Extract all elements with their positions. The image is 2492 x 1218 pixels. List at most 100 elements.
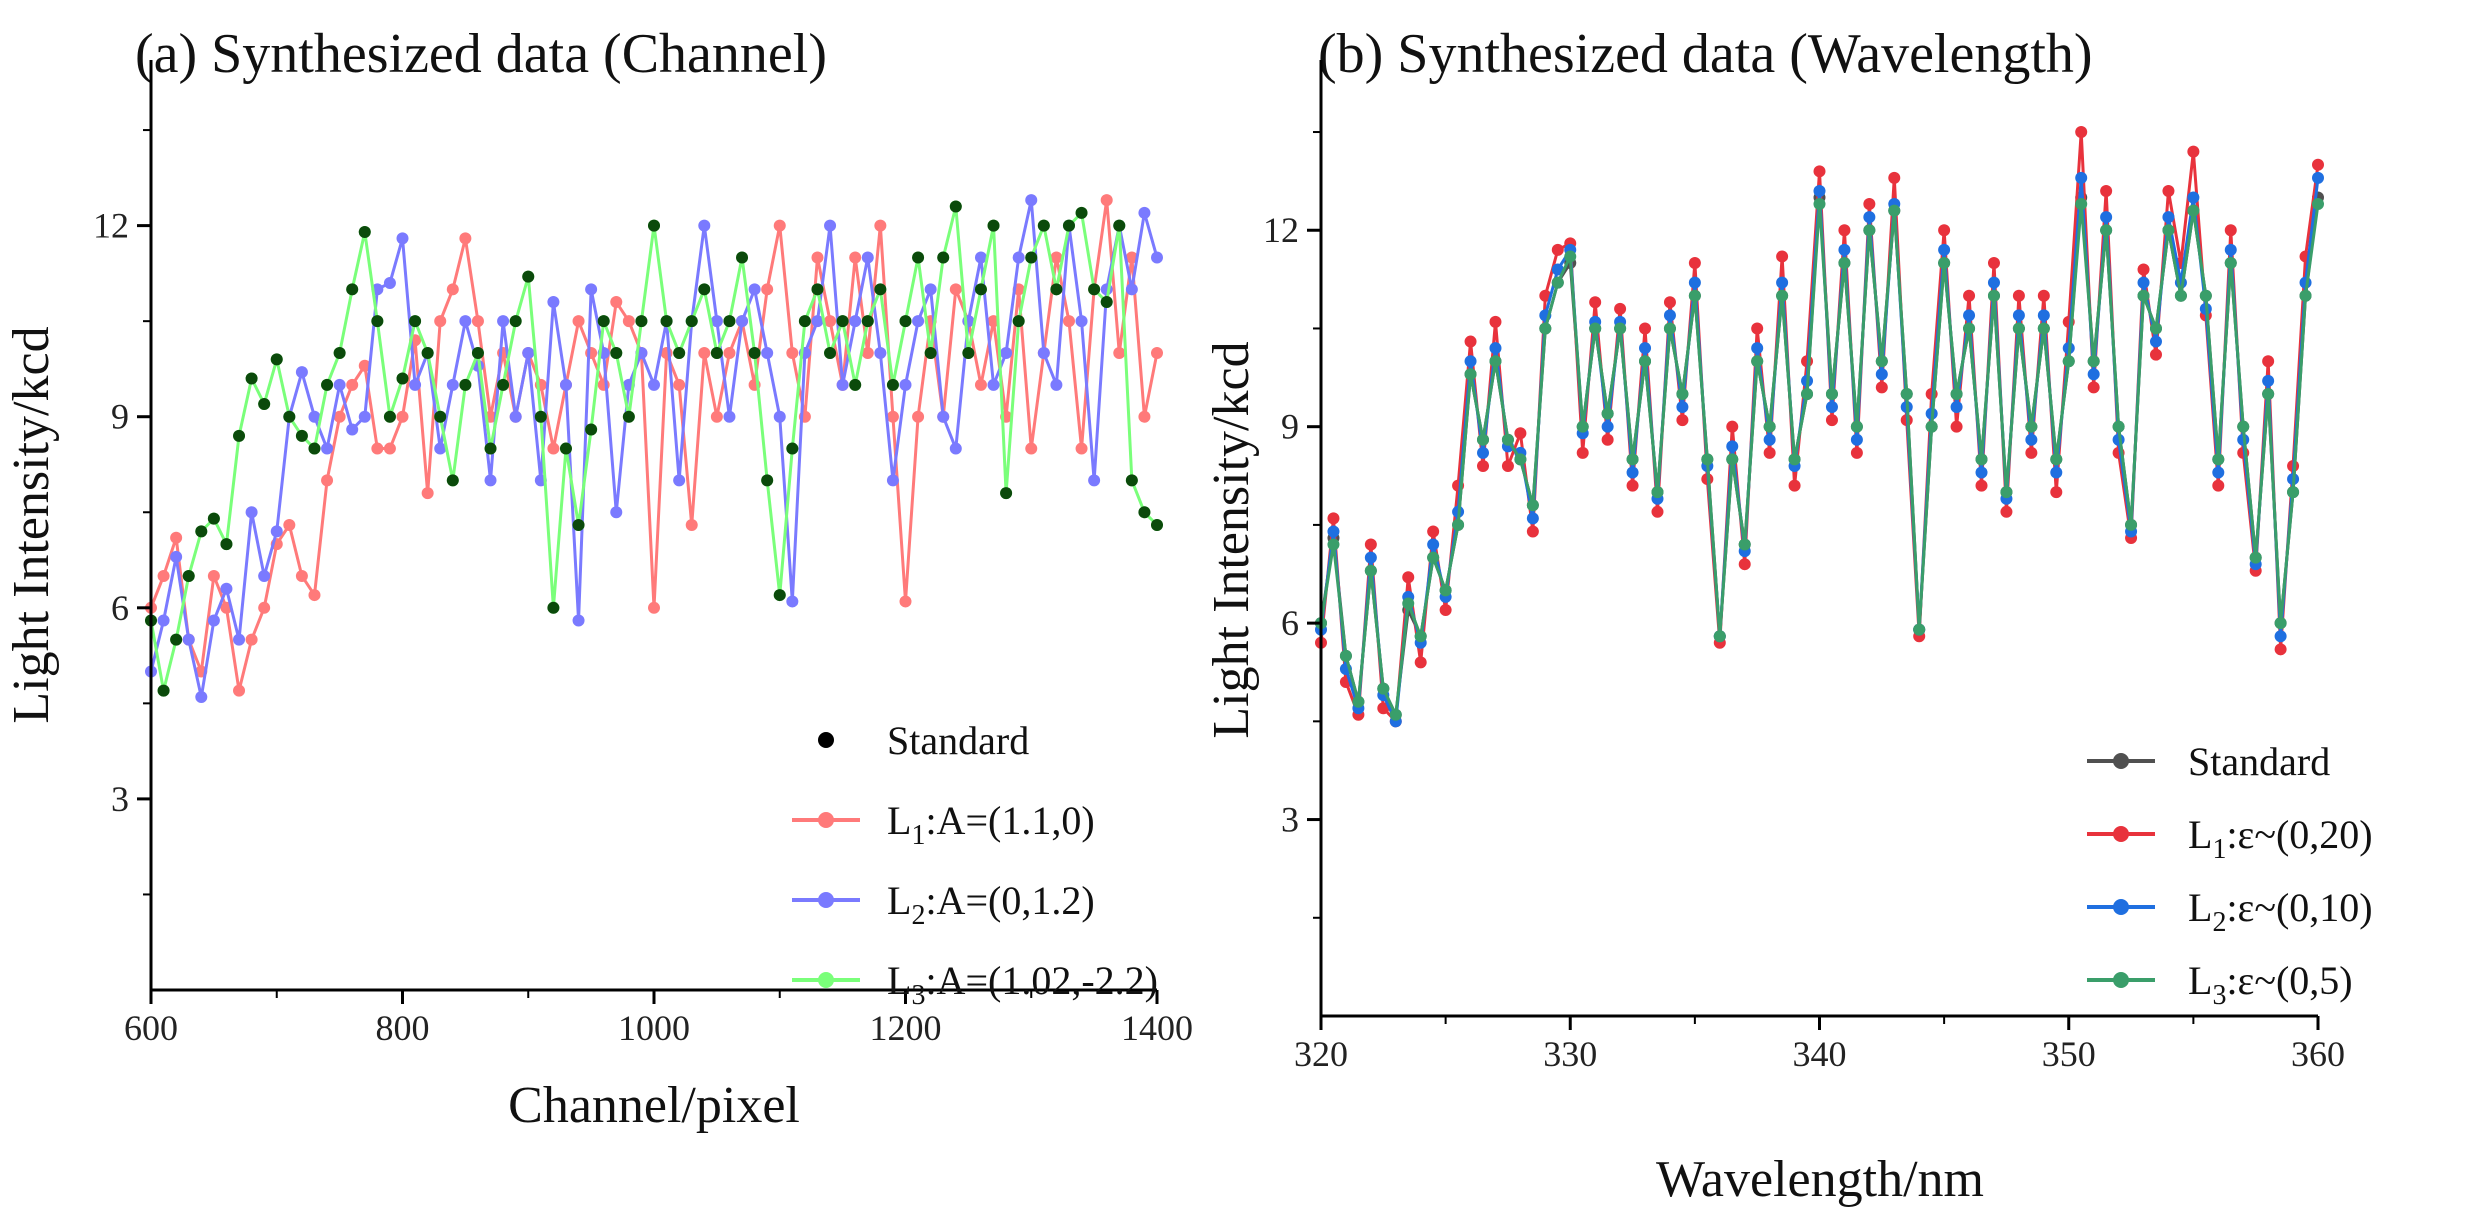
data-point	[2199, 289, 2212, 302]
data-point	[1489, 315, 1502, 328]
data-point	[1639, 342, 1652, 355]
data-point	[333, 410, 346, 423]
data-point	[1888, 171, 1901, 184]
y-tick-label: 9	[111, 397, 129, 437]
y-tick-label: 9	[1281, 407, 1299, 447]
data-point	[1589, 296, 1602, 309]
data-point	[1477, 459, 1490, 472]
data-point	[1589, 322, 1602, 335]
data-point	[1088, 474, 1101, 487]
chart-panel-a: (a) Synthesized data (Channel) 600 800 1000…	[3, 23, 1193, 1134]
data-point	[2125, 518, 2138, 531]
data-point	[912, 315, 925, 328]
data-point	[195, 690, 208, 703]
x-tick-label: 330	[1543, 1034, 1597, 1074]
legend-marker-icon	[2113, 899, 2129, 915]
data-point	[1614, 322, 1627, 335]
legend-item: L3:A=(1.02,-2.2)	[792, 958, 1158, 1011]
data-point	[824, 219, 837, 232]
series-line	[1319, 202, 2320, 717]
data-point	[1414, 630, 1427, 643]
data-point	[736, 251, 749, 264]
data-point	[1950, 420, 1963, 433]
data-point	[207, 512, 220, 525]
x-tick-label: 1200	[870, 1008, 942, 1048]
data-point	[773, 589, 786, 602]
data-point	[1138, 506, 1151, 519]
legend-item: L2:ε~(0,10)	[2087, 885, 2373, 938]
data-point	[1050, 378, 1063, 391]
data-point	[861, 315, 874, 328]
data-point	[1875, 355, 1888, 368]
data-point	[2037, 289, 2050, 302]
x-tick-label: 1000	[618, 1008, 690, 1048]
data-point	[459, 232, 472, 245]
data-point	[2262, 387, 2275, 400]
data-point	[585, 347, 598, 360]
legend-label-rest: :ε~(0,5)	[2226, 958, 2352, 1003]
data-point	[1000, 347, 1013, 360]
data-point	[2212, 466, 2225, 479]
data-point	[1763, 433, 1776, 446]
data-point	[170, 550, 183, 563]
data-point	[2087, 355, 2100, 368]
data-point	[1012, 251, 1025, 264]
y-tick-label: 6	[111, 588, 129, 628]
data-point	[195, 525, 208, 538]
data-point	[1414, 656, 1427, 669]
data-point	[698, 219, 711, 232]
data-point	[2224, 224, 2237, 237]
legend-marker-icon	[2113, 753, 2129, 769]
data-point	[358, 410, 371, 423]
data-point	[1738, 538, 1751, 551]
data-point	[1651, 486, 1664, 499]
data-point	[1601, 433, 1614, 446]
chart-title: (a) Synthesized data (Channel)	[135, 23, 827, 85]
data-point	[987, 378, 1000, 391]
series-l3	[145, 200, 1163, 697]
data-point	[2012, 289, 2025, 302]
data-point	[2050, 466, 2063, 479]
data-point	[1576, 420, 1589, 433]
data-point	[1539, 322, 1552, 335]
data-point	[2087, 368, 2100, 381]
data-point	[1352, 695, 1365, 708]
data-point	[1364, 551, 1377, 564]
data-point	[723, 410, 736, 423]
data-point	[1050, 251, 1063, 264]
data-point	[660, 315, 673, 328]
data-point	[1088, 283, 1101, 296]
data-point	[912, 410, 925, 423]
data-point	[937, 410, 950, 423]
data-point	[1427, 538, 1440, 551]
data-point	[1614, 302, 1627, 315]
data-point	[534, 410, 547, 423]
data-point	[949, 283, 962, 296]
data-point	[2087, 381, 2100, 394]
data-point	[1402, 597, 1415, 610]
legend-item: L2:A=(0,1.2)	[792, 878, 1095, 931]
data-point	[761, 283, 774, 296]
data-point	[1950, 401, 1963, 414]
data-point	[1639, 355, 1652, 368]
data-point	[924, 347, 937, 360]
data-point	[1125, 283, 1138, 296]
data-point	[434, 442, 447, 455]
data-point	[2187, 145, 2200, 158]
data-point	[1564, 250, 1577, 263]
series-line	[149, 198, 1159, 699]
data-point	[509, 315, 522, 328]
data-point	[547, 601, 560, 614]
data-point	[1464, 355, 1477, 368]
data-point	[849, 251, 862, 264]
data-point	[1776, 250, 1789, 263]
data-point	[899, 595, 912, 608]
data-point	[346, 423, 359, 436]
data-point	[2287, 486, 2300, 499]
data-point	[1402, 571, 1415, 584]
data-point	[1151, 347, 1163, 360]
data-point	[283, 410, 296, 423]
data-point	[710, 315, 723, 328]
data-point	[1975, 453, 1988, 466]
